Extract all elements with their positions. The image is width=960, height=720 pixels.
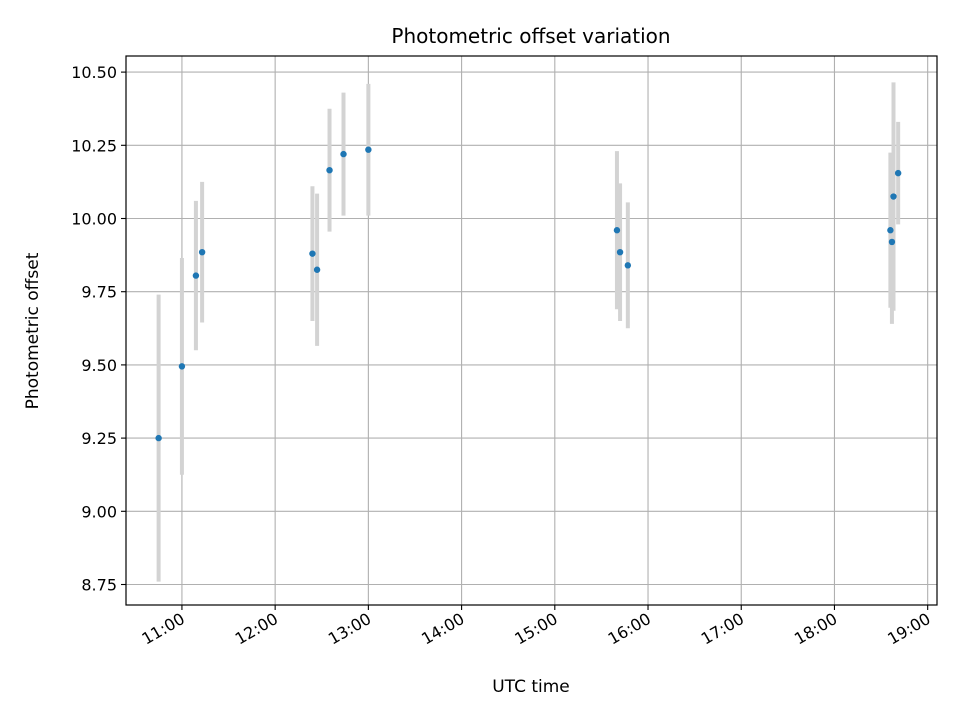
data-point <box>890 193 897 200</box>
data-point <box>340 150 347 158</box>
y-tick-label: 9.50 <box>81 356 117 375</box>
y-tick-label: 9.00 <box>81 502 117 521</box>
data-point <box>192 272 200 279</box>
data-point <box>624 262 632 269</box>
data-point <box>198 248 206 256</box>
y-axis-title: Photometric offset <box>23 252 43 409</box>
data-point <box>888 238 896 246</box>
data-point <box>313 266 321 273</box>
data-points <box>155 146 902 442</box>
plot-frame <box>125 55 938 606</box>
y-tick-label: 9.25 <box>81 429 117 448</box>
data-point <box>616 248 624 256</box>
data-point <box>178 363 186 370</box>
data-point <box>155 434 162 442</box>
y-axis: 8.75 9.00 9.25 9.50 9.75 10.00 10.25 10.50 <box>71 63 126 595</box>
chart-title: Photometric offset variation <box>391 24 670 48</box>
data-point <box>309 250 316 257</box>
y-tick-label: 10.00 <box>71 210 117 229</box>
y-tick-label: 10.50 <box>71 63 117 82</box>
data-point <box>887 227 894 234</box>
y-tick-label: 10.25 <box>71 136 117 155</box>
data-point <box>613 227 621 234</box>
y-tick-label: 9.75 <box>81 283 117 302</box>
x-axis-title: UTC time <box>492 677 570 697</box>
data-point <box>894 169 902 177</box>
data-point <box>365 146 372 153</box>
data-point <box>326 166 333 174</box>
grid <box>126 56 937 605</box>
y-tick-label: 8.75 <box>81 576 117 595</box>
